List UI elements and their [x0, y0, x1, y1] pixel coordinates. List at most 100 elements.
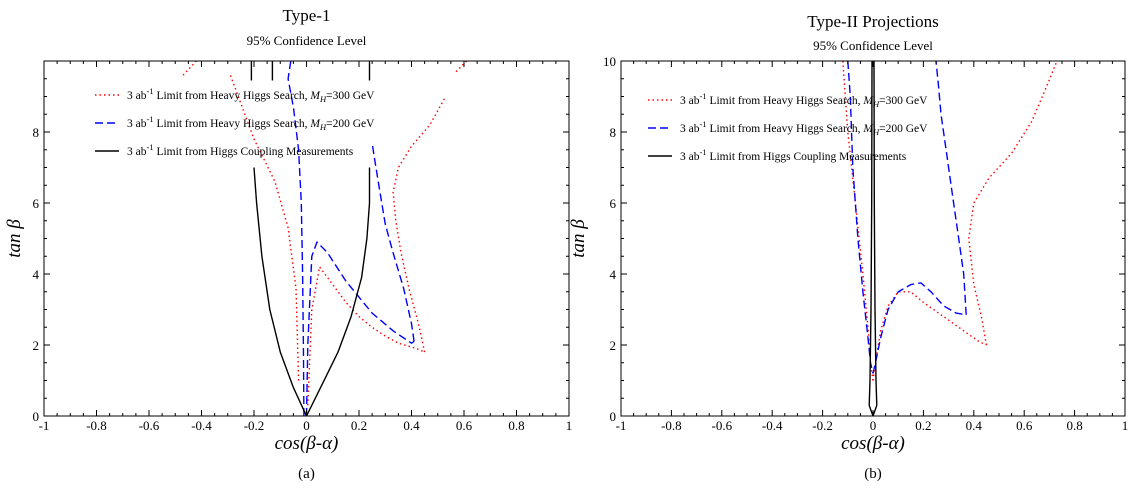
chart-panel-2: Type-II Projections 95% Confidence Level -… [568, 12, 1128, 482]
x-tick-label: 1 [1122, 418, 1129, 433]
chart-title: Type-II Projections [807, 12, 938, 31]
x-tick-label: 0 [303, 418, 310, 433]
series-3-line-segment [868, 61, 873, 406]
y-axis-label: tan β [568, 219, 589, 258]
y-tick-label: 4 [610, 267, 617, 282]
legend-superscript: -1 [146, 142, 153, 152]
x-axis-label: cos(β-α) [841, 433, 905, 454]
legend-text: Limit from Higgs Coupling Measurements [154, 146, 354, 158]
series-2-line-segment [847, 61, 874, 374]
chart-subtitle: 95% Confidence Level [813, 38, 933, 53]
legend-subscript: H [872, 99, 880, 109]
plot-area [842, 61, 1058, 416]
legend-text: 3 ab [127, 90, 147, 102]
legend-text: =300 GeV [879, 95, 928, 107]
y-tick-label: 4 [33, 267, 40, 282]
x-tick-label: -0.8 [86, 418, 107, 433]
y-tick-label: 6 [610, 196, 617, 211]
legend-subscript: H [319, 122, 327, 132]
legend-superscript: -1 [146, 114, 153, 124]
y-tick-label: 0 [610, 409, 617, 424]
legend-subscript: H [872, 127, 880, 137]
legend: 3 ab-1 Limit from Heavy Higgs Search, MH… [95, 86, 375, 158]
legend-variable: M [309, 118, 321, 130]
legend-text: 3 ab [680, 95, 700, 107]
y-tick-label: 2 [33, 338, 40, 353]
series-1-line-segment [392, 96, 447, 353]
x-tick-label: -0.2 [244, 418, 265, 433]
y-tick-label: 2 [610, 338, 617, 353]
legend-label-2: 3 ab-1 Limit from Heavy Higgs Search, MH… [127, 114, 375, 132]
series-3-line-segment [253, 167, 308, 416]
chart-title: Type-1 [283, 6, 331, 25]
x-tick-label: 0.4 [403, 418, 420, 433]
x-tick-label: 1 [566, 418, 573, 433]
x-tick-label: -0.6 [712, 418, 733, 433]
x-tick-label: 0.2 [915, 418, 931, 433]
y-tick-label: 6 [33, 196, 40, 211]
y-tick-label: 0 [33, 409, 40, 424]
legend-text: Limit from Heavy Higgs Search, [707, 123, 864, 135]
legend-text: =300 GeV [326, 90, 375, 102]
series-1-line-segment [842, 61, 874, 381]
legend-subscript: H [319, 94, 327, 104]
legend: 3 ab-1 Limit from Heavy Higgs Search, MH… [648, 91, 928, 163]
legend-text: 3 ab [127, 146, 147, 158]
y-axis-label: tan β [4, 219, 25, 258]
legend-text: =200 GeV [879, 123, 928, 135]
legend-text: 3 ab [680, 123, 700, 135]
panel-caption: (b) [864, 466, 882, 482]
legend-variable: M [862, 123, 874, 135]
legend-text: Limit from Heavy Higgs Search, [707, 95, 864, 107]
x-tick-label: 0.8 [508, 418, 524, 433]
y-tick-label: 8 [33, 125, 40, 140]
legend-text: 3 ab [127, 118, 147, 130]
x-tick-label: -1 [39, 418, 50, 433]
x-tick-label: 0 [870, 418, 877, 433]
x-tick-label: -0.4 [191, 418, 212, 433]
series-2-line-segment [305, 241, 415, 416]
legend-superscript: -1 [699, 119, 706, 129]
chart-panel-1: Type-1 95% Confidence Level -1 -0.8 -0.6 -0.4… [4, 6, 572, 482]
legend-text: Limit from Heavy Higgs Search, [154, 90, 311, 102]
legend-label-3: 3 ab-1 Limit from Higgs Coupling Measure… [127, 142, 354, 158]
legend-variable: M [309, 90, 321, 102]
series-1-line-segment [872, 291, 987, 381]
chart-subtitle: 95% Confidence Level [247, 33, 367, 48]
x-tick-label: -1 [616, 418, 627, 433]
legend-label-3: 3 ab-1 Limit from Higgs Coupling Measure… [680, 147, 907, 163]
x-tick-label: 0.8 [1066, 418, 1082, 433]
y-tick-label: 8 [610, 125, 617, 140]
series-1-line-segment [229, 74, 300, 381]
legend-label-1: 3 ab-1 Limit from Heavy Higgs Search, MH… [127, 86, 375, 104]
legend-text: Limit from Higgs Coupling Measurements [707, 151, 907, 163]
legend-text: 3 ab [680, 151, 700, 163]
plot-area [182, 61, 468, 416]
x-tick-label: -0.6 [139, 418, 160, 433]
series-2-line-segment [371, 142, 415, 342]
plot-frame [620, 60, 1126, 417]
series-1-line-segment [307, 266, 425, 406]
series-1-line-segment [182, 61, 197, 76]
y-tick-label: 10 [603, 54, 616, 69]
x-tick-label: -0.8 [661, 418, 682, 433]
x-tick-label: -0.2 [812, 418, 833, 433]
x-tick-label: 0.6 [1016, 418, 1033, 433]
series-3-line-segment [868, 405, 878, 416]
legend-variable: M [862, 95, 874, 107]
series-2-line-segment [872, 282, 967, 374]
legend-superscript: -1 [699, 91, 706, 101]
x-tick-label: 0.4 [966, 418, 983, 433]
legend-superscript: -1 [146, 86, 153, 96]
series-2-line-segment [287, 61, 305, 416]
series-3-line-segment [873, 61, 878, 406]
x-tick-label: 0.6 [456, 418, 473, 433]
x-tick-label: 0.2 [351, 418, 367, 433]
series-1-line-segment [968, 61, 1058, 346]
series-2-line-segment [935, 61, 967, 315]
series-3-line-segment [305, 167, 371, 416]
panel-caption: (a) [298, 466, 315, 482]
plot-frame [43, 60, 570, 417]
legend-label-2: 3 ab-1 Limit from Heavy Higgs Search, MH… [680, 119, 928, 137]
